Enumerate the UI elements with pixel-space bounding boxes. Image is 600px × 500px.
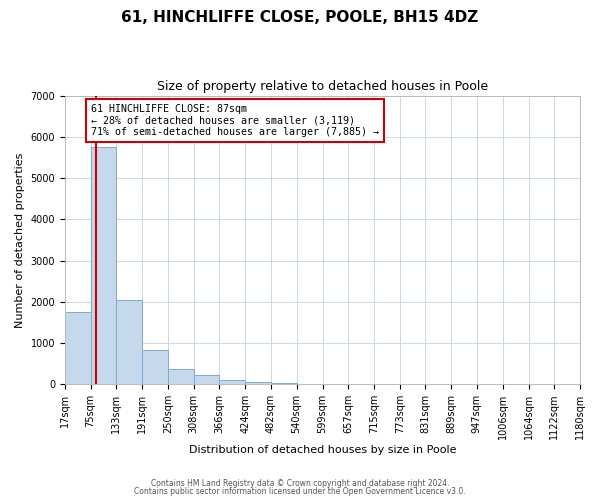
Text: Contains HM Land Registry data © Crown copyright and database right 2024.: Contains HM Land Registry data © Crown c… [151, 478, 449, 488]
Text: 61 HINCHLIFFE CLOSE: 87sqm
← 28% of detached houses are smaller (3,119)
71% of s: 61 HINCHLIFFE CLOSE: 87sqm ← 28% of deta… [91, 104, 379, 138]
Bar [142, 350, 168, 384]
Text: 61, HINCHLIFFE CLOSE, POOLE, BH15 4DZ: 61, HINCHLIFFE CLOSE, POOLE, BH15 4DZ [121, 10, 479, 25]
X-axis label: Distribution of detached houses by size in Poole: Distribution of detached houses by size … [189, 445, 456, 455]
Bar [220, 380, 245, 384]
Bar [168, 369, 194, 384]
Text: Contains public sector information licensed under the Open Government Licence v3: Contains public sector information licen… [134, 487, 466, 496]
Bar [91, 147, 116, 384]
Bar [65, 312, 91, 384]
Y-axis label: Number of detached properties: Number of detached properties [15, 152, 25, 328]
Title: Size of property relative to detached houses in Poole: Size of property relative to detached ho… [157, 80, 488, 93]
Bar [245, 382, 271, 384]
Bar [116, 300, 142, 384]
Bar [194, 375, 220, 384]
Bar [271, 383, 296, 384]
